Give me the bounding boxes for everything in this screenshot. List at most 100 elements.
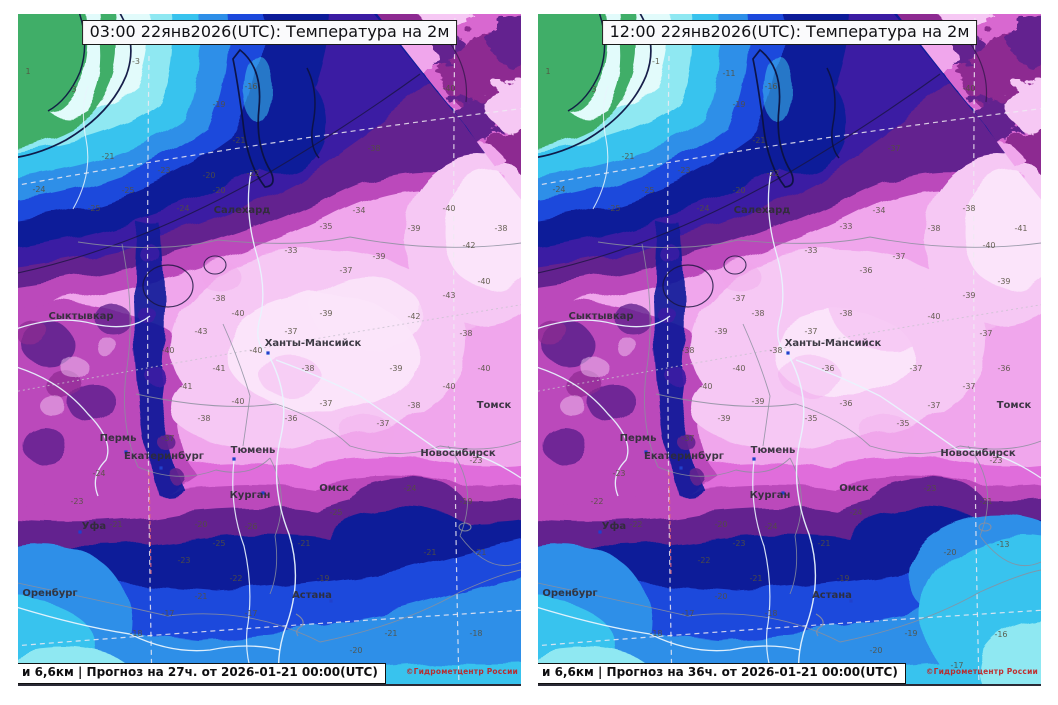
svg-text:-24: -24 — [696, 204, 709, 213]
forecast-footer: и 6,6км | Прогноз на 27ч. от 2026-01-21 … — [18, 663, 386, 684]
svg-text:-3: -3 — [132, 57, 140, 66]
svg-text:-23: -23 — [157, 166, 170, 175]
svg-text:-1: -1 — [652, 57, 660, 66]
svg-text:Астана: Астана — [292, 590, 332, 601]
svg-text:-42: -42 — [407, 312, 420, 321]
svg-text:-37: -37 — [962, 382, 975, 391]
svg-text:-26: -26 — [244, 522, 257, 531]
svg-text:1: 1 — [25, 67, 30, 76]
svg-text:-23: -23 — [177, 556, 190, 565]
svg-text:-23: -23 — [469, 456, 482, 465]
svg-text:-34: -34 — [872, 206, 885, 215]
svg-text:-38: -38 — [927, 224, 940, 233]
svg-text:-39: -39 — [714, 327, 727, 336]
svg-text:-22: -22 — [697, 556, 710, 565]
svg-text:-16: -16 — [764, 82, 777, 91]
svg-text:-24: -24 — [849, 508, 862, 517]
svg-text:-40: -40 — [477, 277, 490, 286]
svg-text:Курган: Курган — [230, 490, 271, 501]
svg-text:-20: -20 — [202, 171, 215, 180]
weather-map-panel-left: 1 3 -3 -16 -19 -21 -21 -23 -22 -25 -24 -20 -25 -24 -20… — [18, 14, 521, 686]
svg-text:-37: -37 — [909, 364, 922, 373]
svg-text:Томск: Томск — [477, 400, 512, 411]
svg-text:-21: -21 — [101, 152, 114, 161]
svg-text:-39: -39 — [319, 309, 332, 318]
svg-text:Омск: Омск — [839, 483, 869, 494]
svg-text:-40: -40 — [699, 382, 712, 391]
svg-text:-22: -22 — [590, 497, 603, 506]
svg-text:-43: -43 — [194, 327, 207, 336]
svg-text:Салехард: Салехард — [214, 205, 271, 216]
map-title: 03:00 22янв2026(UTC): Температура на 2м — [81, 20, 458, 45]
svg-text:-40: -40 — [442, 382, 455, 391]
svg-text:-24: -24 — [92, 469, 105, 478]
svg-text:Тюмень: Тюмень — [231, 445, 276, 456]
svg-text:Уфа: Уфа — [82, 520, 106, 532]
svg-text:-37: -37 — [979, 329, 992, 338]
svg-text:Тюмень: Тюмень — [751, 445, 796, 456]
svg-text:-38: -38 — [751, 309, 764, 318]
svg-text:-21: -21 — [752, 136, 765, 145]
svg-text:-24: -24 — [552, 185, 565, 194]
svg-text:-38: -38 — [681, 346, 694, 355]
svg-text:Екатеринбург: Екатеринбург — [124, 450, 204, 462]
svg-text:-39: -39 — [407, 224, 420, 233]
svg-text:-38: -38 — [494, 224, 507, 233]
svg-text:-21: -21 — [109, 520, 122, 529]
svg-text:-37: -37 — [681, 434, 694, 443]
svg-text:-38: -38 — [197, 414, 210, 423]
svg-text:-37: -37 — [892, 252, 905, 261]
svg-text:-25: -25 — [641, 186, 654, 195]
svg-text:-18: -18 — [129, 629, 142, 638]
svg-text:-33: -33 — [284, 246, 297, 255]
svg-text:Новосибирск: Новосибирск — [420, 447, 495, 459]
svg-text:-40: -40 — [732, 364, 745, 373]
forecast-footer: и 6,6км | Прогноз на 36ч. от 2026-01-21 … — [538, 663, 906, 684]
svg-text:-18: -18 — [764, 609, 777, 618]
svg-text:-21: -21 — [621, 152, 634, 161]
svg-text:-37: -37 — [161, 434, 174, 443]
svg-text:-20: -20 — [714, 592, 727, 601]
svg-text:-23: -23 — [923, 484, 936, 493]
svg-text:Оренбург: Оренбург — [542, 587, 597, 599]
copyright-watermark: ©Гидрометцентр России — [925, 667, 1038, 676]
svg-text:-20: -20 — [194, 520, 207, 529]
svg-text:-36: -36 — [997, 364, 1010, 373]
svg-text:Салехард: Салехард — [734, 205, 791, 216]
svg-text:-38: -38 — [769, 346, 782, 355]
svg-text:-20: -20 — [714, 520, 727, 529]
svg-text:-39: -39 — [751, 397, 764, 406]
svg-text:1: 1 — [545, 67, 550, 76]
svg-text:-25: -25 — [121, 186, 134, 195]
svg-text:-20: -20 — [869, 646, 882, 655]
svg-text:-25: -25 — [87, 204, 100, 213]
svg-text:-24: -24 — [32, 185, 45, 194]
svg-text:-19: -19 — [904, 629, 917, 638]
svg-text:-11: -11 — [722, 69, 735, 78]
svg-text:Оренбург: Оренбург — [22, 587, 77, 599]
svg-text:-37: -37 — [339, 266, 352, 275]
svg-text:-35: -35 — [896, 419, 909, 428]
svg-text:-21: -21 — [297, 539, 310, 548]
svg-text:-35: -35 — [804, 414, 817, 423]
svg-text:-19: -19 — [459, 497, 472, 506]
svg-text:-40: -40 — [962, 84, 975, 93]
svg-text:-20: -20 — [212, 186, 225, 195]
svg-text:-16: -16 — [994, 630, 1007, 639]
svg-text:-40: -40 — [982, 241, 995, 250]
svg-text:-40: -40 — [231, 397, 244, 406]
svg-text:-19: -19 — [836, 574, 849, 583]
svg-text:-39: -39 — [389, 364, 402, 373]
temperature-map-left: 1 3 -3 -16 -19 -21 -21 -23 -22 -25 -24 -20 -25 -24 -20… — [18, 14, 521, 684]
copyright-watermark: ©Гидрометцентр России — [405, 667, 518, 676]
svg-text:-37: -37 — [927, 401, 940, 410]
svg-text:3: 3 — [591, 85, 596, 94]
svg-text:-18: -18 — [469, 629, 482, 638]
svg-text:Пермь: Пермь — [100, 433, 137, 444]
svg-text:-21: -21 — [232, 136, 245, 145]
svg-text:-23: -23 — [677, 166, 690, 175]
svg-text:-24: -24 — [403, 484, 416, 493]
svg-text:-20: -20 — [732, 186, 745, 195]
svg-text:-19: -19 — [212, 100, 225, 109]
